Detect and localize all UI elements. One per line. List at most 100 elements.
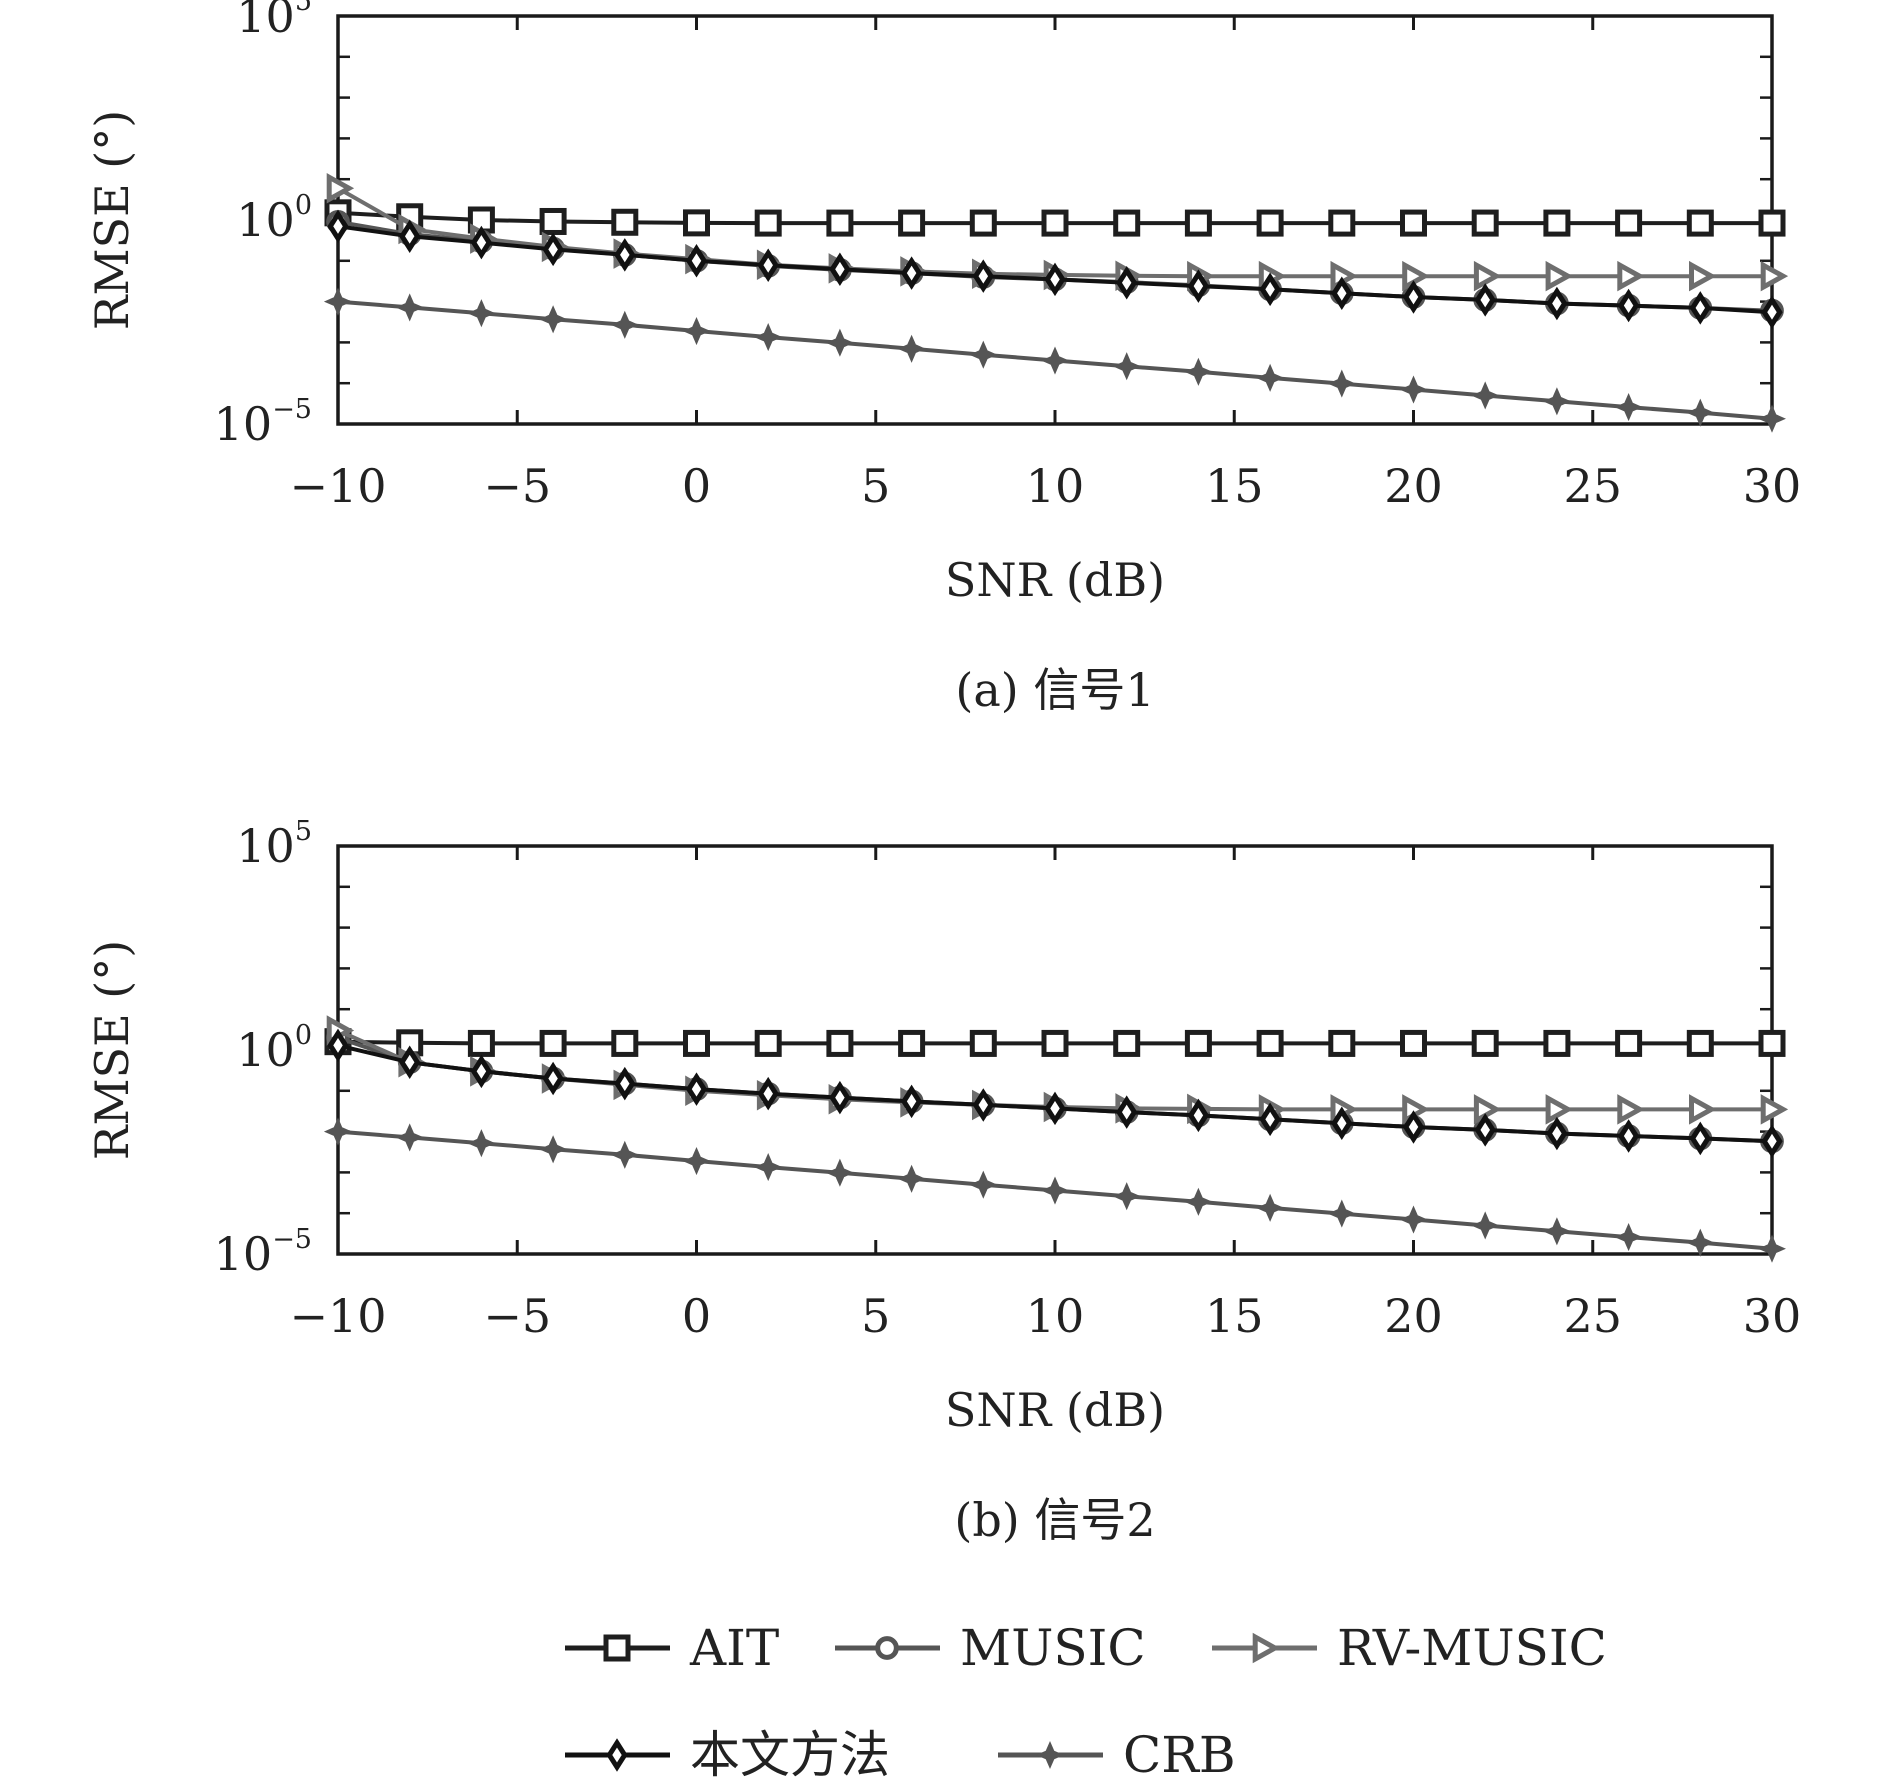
data-point xyxy=(1044,1091,1066,1126)
data-point xyxy=(1402,280,1425,314)
data-point xyxy=(1689,260,1717,292)
data-point xyxy=(1686,1228,1715,1257)
data-point xyxy=(614,238,636,272)
legend-item: RV-MUSIC xyxy=(1212,1619,1607,1677)
x-tick-label: 30 xyxy=(1743,1289,1802,1343)
legend-marker xyxy=(603,1634,631,1662)
data-point xyxy=(1399,375,1428,404)
data-point xyxy=(1686,209,1714,237)
panel-caption: (b) 信号2 xyxy=(954,1493,1155,1547)
data-point xyxy=(1331,276,1353,311)
data-point xyxy=(1187,1098,1210,1133)
y-tick-label: 10−5 xyxy=(214,394,312,451)
data-point xyxy=(1044,262,1066,297)
data-point xyxy=(1758,1234,1786,1263)
y-tick-label: 10−5 xyxy=(214,1224,312,1281)
data-point xyxy=(1546,1116,1568,1151)
data-point xyxy=(610,310,639,339)
x-tick-label: 30 xyxy=(1743,459,1802,513)
y-tick-label: 105 xyxy=(236,816,312,873)
data-point xyxy=(1545,1094,1574,1125)
data-point xyxy=(969,1170,998,1199)
data-point xyxy=(754,1029,782,1057)
data-point xyxy=(1116,265,1138,300)
data-point xyxy=(1758,209,1786,237)
data-point xyxy=(1184,209,1212,237)
data-point xyxy=(1617,260,1645,292)
data-point xyxy=(539,207,567,235)
x-tick-label: −5 xyxy=(483,1289,551,1343)
data-point xyxy=(1760,260,1789,292)
y-tick-exponent: 5 xyxy=(295,816,312,847)
data-point xyxy=(1543,1029,1571,1057)
data-point xyxy=(1256,209,1284,237)
data-point xyxy=(972,1088,994,1122)
x-tick-label: 15 xyxy=(1205,1289,1264,1343)
data-point xyxy=(1116,1095,1138,1129)
y-tick-base: 10 xyxy=(214,397,273,451)
data-point xyxy=(898,209,926,237)
data-point xyxy=(1331,1106,1353,1141)
data-point xyxy=(1546,286,1568,321)
y-tick-label: 105 xyxy=(236,0,312,43)
y-tick-exponent: 0 xyxy=(295,1020,312,1051)
data-point xyxy=(897,1164,926,1193)
data-point xyxy=(1761,295,1783,329)
data-point xyxy=(757,248,779,282)
data-point xyxy=(1545,260,1574,292)
x-tick-label: 15 xyxy=(1205,459,1264,513)
legend-label: AIT xyxy=(689,1619,779,1677)
legend-label: 本文方法 xyxy=(690,1726,890,1783)
panel-caption: (a) 信号1 xyxy=(955,663,1154,717)
data-point xyxy=(1113,1029,1141,1057)
data-point xyxy=(685,244,708,278)
data-point xyxy=(610,1140,639,1169)
data-point xyxy=(969,209,997,237)
series-本文方法 xyxy=(327,1028,1783,1159)
data-point xyxy=(1614,1222,1643,1252)
data-point xyxy=(542,232,564,267)
data-point xyxy=(539,1029,567,1057)
data-point xyxy=(399,1045,421,1080)
data-point xyxy=(1184,1187,1213,1216)
data-point xyxy=(326,173,355,204)
data-point xyxy=(1758,1029,1786,1057)
series-AIT xyxy=(324,199,1786,237)
data-point xyxy=(1761,1124,1783,1159)
data-point xyxy=(826,209,854,237)
legend: AIT MUSIC RV-MUSIC 本文方法 CRB xyxy=(565,1619,1607,1783)
x-tick-label: 10 xyxy=(1026,459,1085,513)
y-axis-title: RMSE (°) xyxy=(85,110,139,330)
x-tick-label: −5 xyxy=(483,459,551,513)
legend-item: CRB xyxy=(998,1726,1236,1783)
legend-label: RV-MUSIC xyxy=(1337,1619,1607,1677)
data-point xyxy=(395,293,424,322)
data-point xyxy=(323,287,353,316)
data-point xyxy=(611,208,639,236)
data-point xyxy=(826,1029,854,1057)
data-point xyxy=(1474,1113,1496,1147)
y-tick-exponent: 5 xyxy=(295,0,312,17)
y-tick-label: 100 xyxy=(236,190,312,247)
legend-item: AIT xyxy=(565,1619,779,1677)
data-point xyxy=(969,1029,997,1057)
data-point xyxy=(1686,1029,1714,1057)
data-point xyxy=(829,252,851,287)
y-tick-base: 10 xyxy=(236,193,295,247)
legend-marker xyxy=(875,1636,899,1660)
data-point xyxy=(1399,1205,1428,1234)
data-point xyxy=(683,209,710,237)
data-point xyxy=(969,340,998,369)
data-point xyxy=(539,305,568,334)
data-point xyxy=(1617,288,1640,323)
data-point xyxy=(1255,1193,1285,1222)
y-tick-base: 10 xyxy=(214,1227,273,1281)
data-point xyxy=(1614,392,1643,422)
y-tick-exponent: 0 xyxy=(295,190,312,221)
data-point xyxy=(327,209,349,244)
series-本文方法 xyxy=(327,209,1783,329)
data-point xyxy=(1259,272,1281,307)
data-point xyxy=(1689,1094,1717,1125)
data-point xyxy=(1471,209,1499,237)
